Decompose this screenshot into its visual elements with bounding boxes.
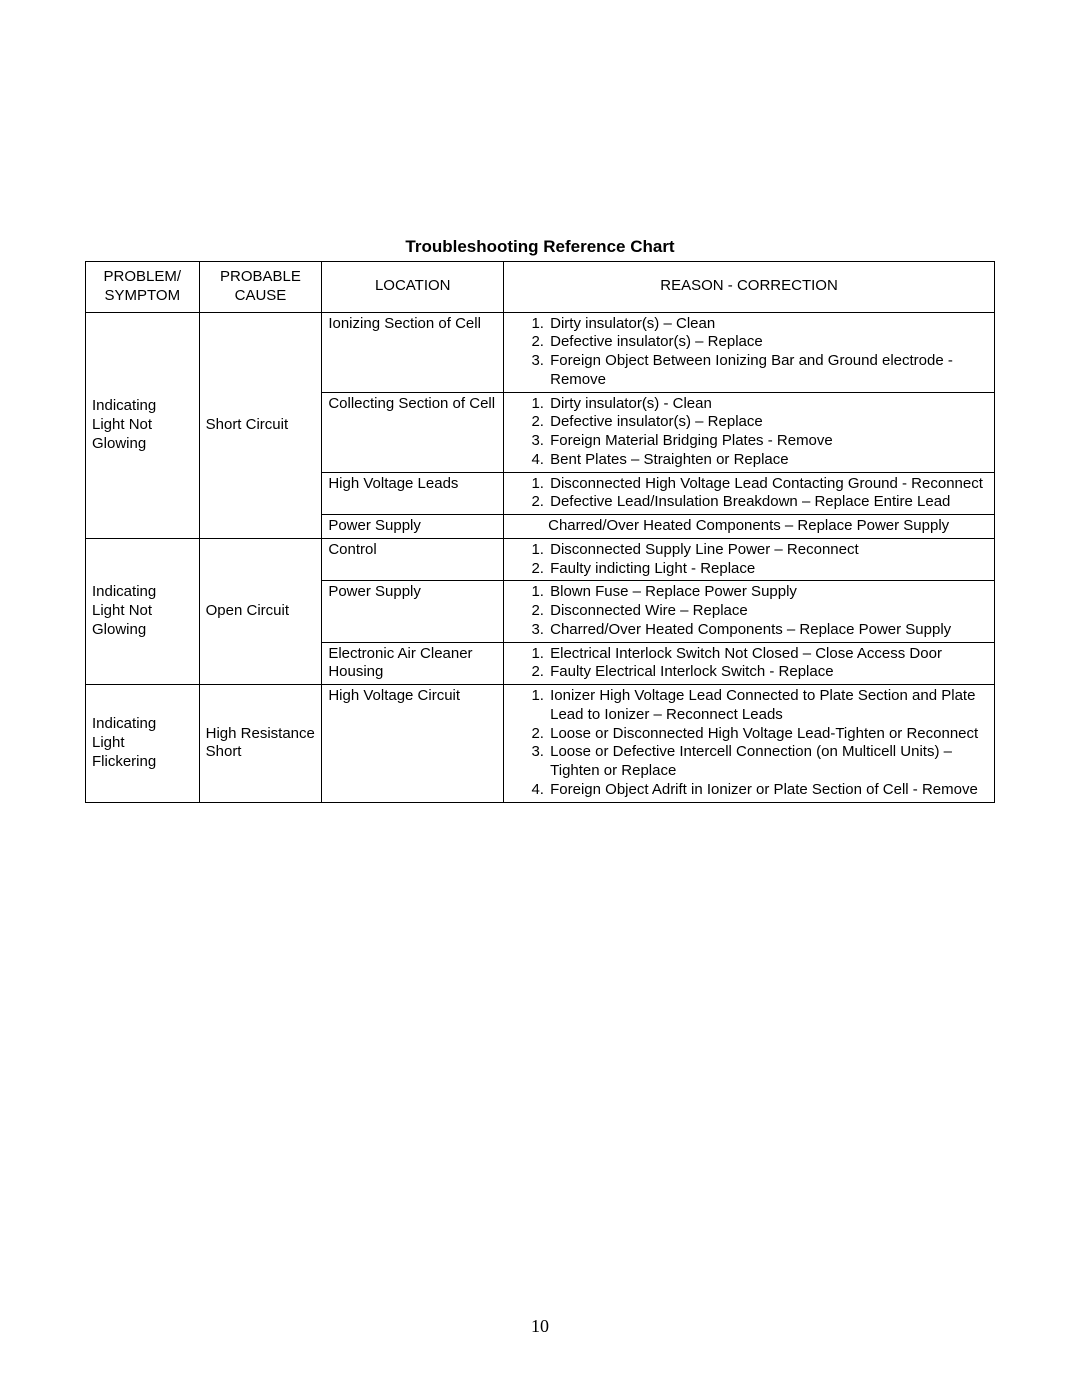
reason-item: Foreign Material Bridging Plates - Remov…: [548, 432, 988, 451]
reason-list: Dirty insulator(s) - CleanDefective insu…: [510, 395, 988, 470]
cell-reason: Dirty insulator(s) - CleanDefective insu…: [504, 392, 995, 472]
cell-location: High Voltage Leads: [322, 472, 504, 515]
reason-list: Dirty insulator(s) – CleanDefective insu…: [510, 315, 988, 390]
cell-cause: Short Circuit: [199, 312, 322, 538]
chart-title: Troubleshooting Reference Chart: [85, 237, 995, 257]
page: Troubleshooting Reference Chart PROBLEM/…: [0, 0, 1080, 1397]
reason-item: Bent Plates – Straighten or Replace: [548, 451, 988, 470]
cell-location: Control: [322, 538, 504, 581]
col-reason: REASON - CORRECTION: [504, 262, 995, 313]
reason-item: Electrical Interlock Switch Not Closed –…: [548, 645, 988, 664]
reason-item: Disconnected Wire – Replace: [548, 602, 988, 621]
cell-location: High Voltage Circuit: [322, 685, 504, 803]
reason-item: Dirty insulator(s) - Clean: [548, 395, 988, 414]
cell-reason: Dirty insulator(s) – CleanDefective insu…: [504, 312, 995, 392]
cell-problem: Indicating Light Not Glowing: [86, 538, 200, 684]
table-row: Indicating Light Not GlowingOpen Circuit…: [86, 538, 995, 581]
cell-location: Power Supply: [322, 581, 504, 642]
troubleshooting-table: PROBLEM/ SYMPTOM PROBABLE CAUSE LOCATION…: [85, 261, 995, 803]
cell-problem: Indicating Light Not Glowing: [86, 312, 200, 538]
cell-location: Power Supply: [322, 515, 504, 539]
cell-reason: Ionizer High Voltage Lead Connected to P…: [504, 685, 995, 803]
reason-list: Blown Fuse – Replace Power SupplyDisconn…: [510, 583, 988, 639]
cell-reason: Electrical Interlock Switch Not Closed –…: [504, 642, 995, 685]
reason-item: Foreign Object Adrift in Ionizer or Plat…: [548, 781, 988, 800]
table-row: Indicating Light FlickeringHigh Resistan…: [86, 685, 995, 803]
reason-item: Defective insulator(s) – Replace: [548, 413, 988, 432]
cell-cause: High Resistance Short: [199, 685, 322, 803]
cell-reason: Disconnected High Voltage Lead Contactin…: [504, 472, 995, 515]
cell-location: Collecting Section of Cell: [322, 392, 504, 472]
reason-item: Charred/Over Heated Components – Replace…: [548, 621, 988, 640]
cell-problem: Indicating Light Flickering: [86, 685, 200, 803]
cell-reason: Disconnected Supply Line Power – Reconne…: [504, 538, 995, 581]
reason-item: Disconnected High Voltage Lead Contactin…: [548, 475, 988, 494]
col-location: LOCATION: [322, 262, 504, 313]
col-cause: PROBABLE CAUSE: [199, 262, 322, 313]
col-problem: PROBLEM/ SYMPTOM: [86, 262, 200, 313]
cell-location: Ionizing Section of Cell: [322, 312, 504, 392]
reason-list: Disconnected Supply Line Power – Reconne…: [510, 541, 988, 579]
reason-item: Disconnected Supply Line Power – Reconne…: [548, 541, 988, 560]
reason-item: Loose or Defective Intercell Connection …: [548, 743, 988, 781]
reason-item: Foreign Object Between Ionizing Bar and …: [548, 352, 988, 390]
page-number: 10: [0, 1316, 1080, 1337]
reason-list: Ionizer High Voltage Lead Connected to P…: [510, 687, 988, 800]
reason-item: Defective insulator(s) – Replace: [548, 333, 988, 352]
cell-reason: Charred/Over Heated Components – Replace…: [504, 515, 995, 539]
reason-list: Disconnected High Voltage Lead Contactin…: [510, 475, 988, 513]
reason-item: Faulty Electrical Interlock Switch - Rep…: [548, 663, 988, 682]
reason-item: Blown Fuse – Replace Power Supply: [548, 583, 988, 602]
reason-item: Faulty indicting Light - Replace: [548, 560, 988, 579]
reason-item: Defective Lead/Insulation Breakdown – Re…: [548, 493, 988, 512]
cell-reason: Blown Fuse – Replace Power SupplyDisconn…: [504, 581, 995, 642]
reason-item: Charred/Over Heated Components – Replace…: [510, 517, 988, 536]
reason-item: Ionizer High Voltage Lead Connected to P…: [548, 687, 988, 725]
cell-cause: Open Circuit: [199, 538, 322, 684]
table-header-row: PROBLEM/ SYMPTOM PROBABLE CAUSE LOCATION…: [86, 262, 995, 313]
reason-item: Loose or Disconnected High Voltage Lead-…: [548, 725, 988, 744]
cell-location: Electronic Air Cleaner Housing: [322, 642, 504, 685]
reason-list: Electrical Interlock Switch Not Closed –…: [510, 645, 988, 683]
table-row: Indicating Light Not GlowingShort Circui…: [86, 312, 995, 392]
reason-item: Dirty insulator(s) – Clean: [548, 315, 988, 334]
